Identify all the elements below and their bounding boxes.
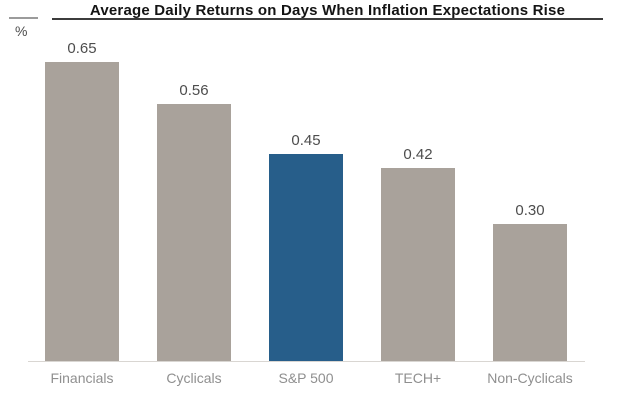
y-axis-unit-rule <box>9 17 38 19</box>
bar-column-non-cyclicals: 0.30 Non-Cyclicals <box>487 202 573 386</box>
bar-value-label: 0.65 <box>67 40 97 57</box>
bar-financials <box>45 62 119 362</box>
bar-column-s-p-500: 0.45 S&P 500 <box>269 132 343 386</box>
bar-non-cyclicals <box>493 224 567 362</box>
bar-category-label: S&P 500 <box>278 370 334 386</box>
bar-value-label: 0.45 <box>291 132 321 149</box>
bar-value-label: 0.30 <box>515 202 545 219</box>
bar-s-p-500 <box>269 154 343 362</box>
chart-title: Average Daily Returns on Days When Infla… <box>89 2 566 19</box>
bar-tech <box>381 168 455 362</box>
bar-category-label: Cyclicals <box>166 370 222 386</box>
bar-value-label: 0.56 <box>179 82 209 99</box>
bar-category-label: Non-Cyclicals <box>487 370 573 386</box>
x-axis-line <box>28 361 585 362</box>
bar-category-label: TECH+ <box>394 370 442 386</box>
bar-category-label: Financials <box>50 370 114 386</box>
bar-value-label: 0.42 <box>403 146 433 163</box>
bar-cyclicals <box>157 104 231 362</box>
bar-column-tech: 0.42 TECH+ <box>381 146 455 386</box>
y-axis-unit-label: % <box>15 23 28 39</box>
bar-column-cyclicals: 0.56 Cyclicals <box>157 82 231 386</box>
bar-column-financials: 0.65 Financials <box>45 40 119 386</box>
title-underline-rule <box>52 18 603 20</box>
